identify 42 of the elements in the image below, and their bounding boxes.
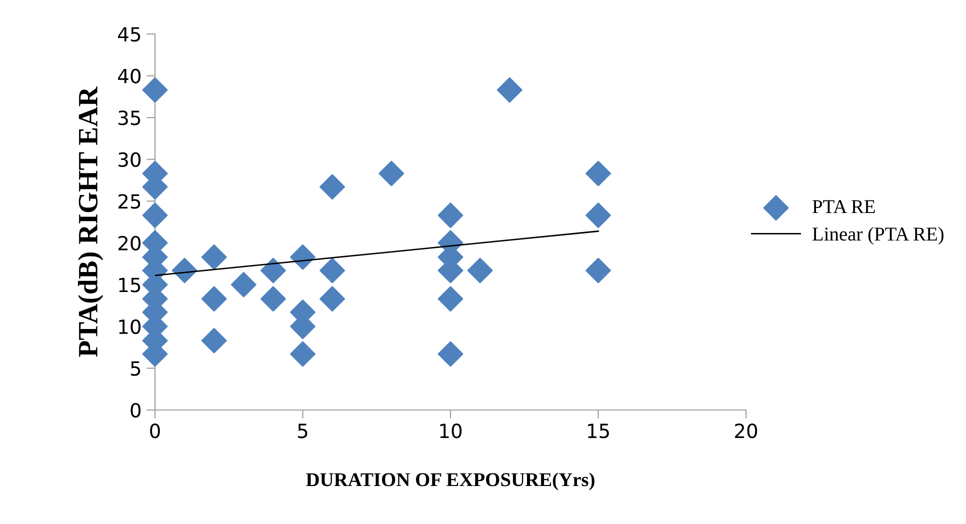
- point: [201, 286, 227, 312]
- point: [320, 258, 346, 284]
- legend-label: Linear (PTA RE): [812, 226, 944, 245]
- y-tick-label: 25: [118, 194, 140, 209]
- x-axis-title: DURATION OF EXPOSURE(Yrs): [306, 472, 594, 490]
- y-tick-label: 10: [119, 319, 141, 334]
- x-tick-label: 15: [588, 424, 609, 438]
- legend-label: PTA RE: [812, 200, 875, 213]
- y-tick-label: 0: [130, 402, 141, 418]
- point: [290, 244, 316, 270]
- point: [467, 258, 493, 284]
- point: [438, 341, 464, 367]
- point: [586, 202, 611, 228]
- x-tick-label: 10: [440, 424, 462, 438]
- x-tick-label: 20: [735, 424, 758, 438]
- x-tick-label: 0: [150, 424, 160, 438]
- point: [320, 174, 346, 200]
- point: [586, 160, 611, 186]
- y-tick-label: 40: [118, 68, 141, 84]
- point: [201, 244, 227, 270]
- y-axis-title: PTA(dB) RIGHT EAR: [78, 86, 104, 357]
- y-tick-label: 30: [118, 152, 141, 167]
- point: [142, 202, 168, 228]
- point: [290, 341, 316, 367]
- point: [260, 286, 286, 312]
- y-tick-label: 45: [118, 27, 140, 42]
- point: [320, 286, 346, 312]
- point: [438, 286, 464, 312]
- point: [378, 160, 404, 186]
- point: [201, 328, 227, 354]
- point: [586, 258, 611, 284]
- point: [142, 77, 168, 103]
- point: [230, 272, 256, 298]
- y-tick-label: 35: [118, 110, 140, 126]
- x-tick-label: 5: [298, 424, 308, 438]
- y-tick-label: 5: [130, 361, 140, 376]
- point: [172, 258, 198, 284]
- point: [260, 258, 286, 284]
- point: [496, 77, 522, 103]
- y-tick-label: 15: [119, 278, 140, 292]
- y-tick-label: 20: [118, 236, 141, 251]
- point: [438, 202, 464, 228]
